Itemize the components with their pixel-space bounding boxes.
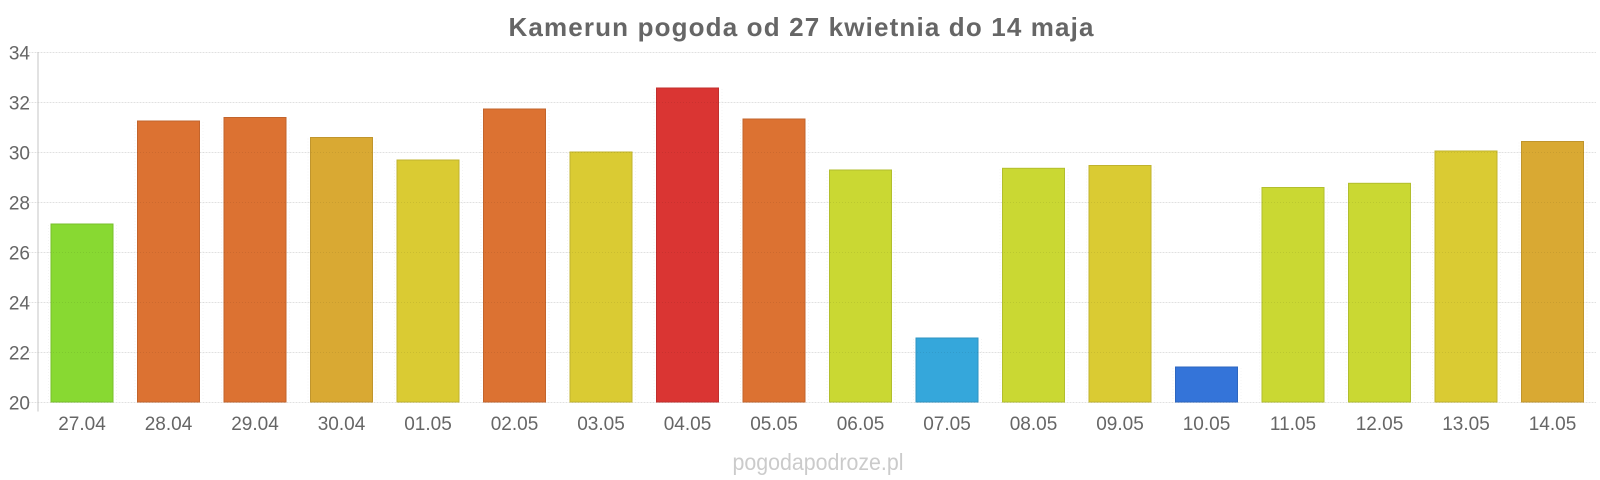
svg-text:07.05: 07.05 [923, 414, 971, 435]
svg-text:Kamerun pogoda od 27 kwietnia: Kamerun pogoda od 27 kwietnia do 14 maja [509, 12, 1095, 42]
svg-text:22: 22 [9, 344, 30, 365]
svg-text:13.05: 13.05 [1442, 414, 1490, 435]
svg-text:14.05: 14.05 [1529, 414, 1577, 435]
svg-text:03.05: 03.05 [577, 414, 625, 435]
svg-text:01.05: 01.05 [404, 414, 452, 435]
svg-text:30: 30 [9, 144, 30, 165]
svg-text:29.04: 29.04 [231, 414, 279, 435]
svg-text:20: 20 [9, 394, 30, 415]
svg-text:05.05: 05.05 [750, 414, 798, 435]
svg-text:12.05: 12.05 [1356, 414, 1404, 435]
svg-text:10.05: 10.05 [1183, 414, 1231, 435]
svg-text:27.04: 27.04 [58, 414, 106, 435]
svg-text:28: 28 [9, 194, 30, 215]
svg-text:26: 26 [9, 244, 30, 265]
svg-text:06.05: 06.05 [837, 414, 885, 435]
svg-text:pogodapodroze.pl: pogodapodroze.pl [733, 449, 904, 475]
svg-text:30.04: 30.04 [318, 414, 366, 435]
svg-text:34: 34 [9, 44, 31, 65]
svg-text:32: 32 [9, 94, 30, 115]
svg-text:02.05: 02.05 [491, 414, 539, 435]
svg-text:11.05: 11.05 [1270, 414, 1316, 435]
svg-text:09.05: 09.05 [1096, 414, 1144, 435]
svg-text:24: 24 [9, 294, 31, 315]
svg-text:04.05: 04.05 [664, 414, 712, 435]
svg-text:08.05: 08.05 [1010, 414, 1058, 435]
svg-text:28.04: 28.04 [145, 414, 193, 435]
